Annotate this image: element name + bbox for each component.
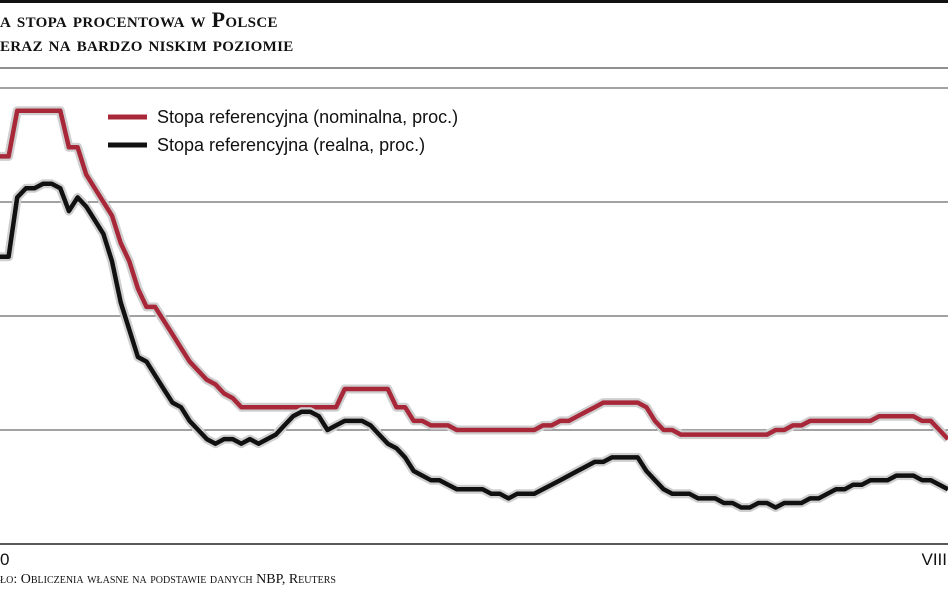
series-line-nominal-halo <box>0 106 948 443</box>
x-tick-label-last: VIII <box>921 550 947 569</box>
series-line-real-halo <box>0 179 948 512</box>
series-line-real <box>0 181 948 510</box>
x-axis-ticks: 0 VIII <box>0 550 947 569</box>
chart-title-line-1: a stopa procentowa w Polsce <box>0 7 278 32</box>
legend-label-nominal: Stopa referencyjna (nominalna, proc.) <box>157 107 458 127</box>
series-line-nominal <box>0 108 948 441</box>
chart-series <box>0 106 948 512</box>
chart-legend: Stopa referencyjna (nominalna, proc.) St… <box>108 107 458 155</box>
top-rule <box>0 0 948 3</box>
chart-title-line-2: eraz na bardzo niskim poziomie <box>0 31 294 56</box>
legend-label-real: Stopa referencyjna (realna, proc.) <box>157 135 425 155</box>
chart-title: a stopa procentowa w Polsce eraz na bard… <box>0 8 948 56</box>
source-note: ło: Obliczenia własne na podstawie danyc… <box>0 572 336 587</box>
x-tick-label-first: 0 <box>0 550 9 569</box>
